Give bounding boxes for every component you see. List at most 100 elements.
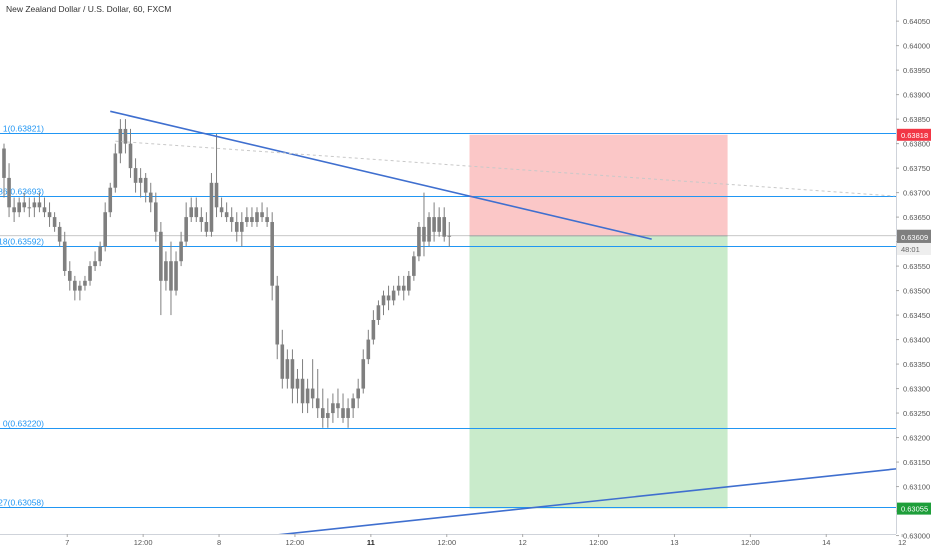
- candle-body: [290, 359, 295, 389]
- candle: [224, 202, 229, 223]
- candle: [2, 143, 6, 198]
- candle-body: [295, 378, 300, 389]
- candle: [88, 261, 92, 286]
- candle-body: [98, 246, 102, 262]
- chart-title: New Zealand Dollar / U.S. Dollar, 60, FX…: [6, 4, 172, 14]
- candle-body: [366, 339, 371, 360]
- candle: [57, 222, 62, 247]
- candle: [154, 192, 158, 242]
- price-badge: 0.63818: [897, 128, 931, 141]
- candle: [341, 393, 345, 423]
- x-tick-label: 12:00: [134, 538, 153, 547]
- y-tick-label: 0.63900: [903, 91, 930, 100]
- candle: [148, 182, 153, 213]
- candle: [214, 133, 219, 218]
- candle-body: [47, 212, 52, 218]
- candle: [118, 119, 123, 164]
- candle-body: [199, 217, 204, 223]
- candle-body: [407, 275, 411, 291]
- candle: [83, 275, 87, 291]
- candle: [174, 251, 178, 296]
- candle: [361, 349, 366, 394]
- fib-level-label: -0.27(0.63058): [0, 498, 44, 508]
- candle: [432, 202, 436, 242]
- candle-body: [422, 226, 426, 242]
- x-tick-label: 8: [217, 538, 221, 547]
- candle-body: [447, 235, 452, 237]
- candle: [159, 222, 163, 316]
- candle: [391, 285, 396, 306]
- candle: [315, 368, 320, 418]
- candle: [366, 329, 371, 365]
- candle-body: [260, 212, 264, 218]
- candle-body: [280, 344, 285, 379]
- x-tick-label: 14: [822, 538, 830, 547]
- candle-body: [219, 207, 224, 213]
- candle: [103, 202, 107, 252]
- candle: [22, 192, 27, 213]
- candle-body: [432, 217, 436, 232]
- y-tick-label: 0.63550: [903, 262, 930, 271]
- price-badge-bg: [897, 502, 931, 515]
- candle: [407, 271, 411, 296]
- candle-body: [437, 217, 441, 232]
- candle-body: [346, 408, 350, 418]
- y-tick-label: 0.63650: [903, 213, 930, 222]
- candle-body: [336, 403, 340, 409]
- candle: [7, 163, 11, 218]
- candle: [199, 207, 204, 232]
- candle: [98, 241, 102, 267]
- candle: [356, 378, 360, 409]
- x-tick-label: 12:00: [741, 538, 760, 547]
- candle-body: [442, 217, 447, 237]
- candle-body: [224, 212, 229, 218]
- x-tick-label: 7: [65, 538, 69, 547]
- price-badge-label: 48:01: [901, 245, 920, 254]
- candle-body: [209, 182, 214, 232]
- candle: [422, 192, 426, 257]
- candle-body: [169, 261, 173, 291]
- y-tick-label: 0.63500: [903, 287, 930, 296]
- candle: [219, 197, 224, 218]
- candle-body: [240, 222, 244, 232]
- candle-body: [371, 319, 376, 340]
- candle: [73, 275, 77, 301]
- candle-body: [189, 207, 194, 218]
- candle-body: [12, 207, 16, 213]
- candle: [62, 231, 67, 276]
- candle-body: [88, 266, 92, 281]
- y-tick-label: 0.64000: [903, 42, 930, 51]
- y-tick-label: 0.63750: [903, 164, 930, 173]
- candle: [250, 207, 254, 227]
- trendline: [115, 140, 895, 197]
- candle: [371, 310, 376, 345]
- candle-body: [396, 285, 401, 291]
- candle: [326, 398, 330, 428]
- y-tick-label: 0.63250: [903, 409, 930, 418]
- candle: [290, 349, 295, 404]
- candle-body: [164, 261, 168, 281]
- candle: [194, 197, 199, 223]
- candle: [396, 275, 401, 296]
- y-tick-label: 0.63150: [903, 458, 930, 467]
- candle-body: [128, 143, 133, 169]
- candle-body: [118, 128, 123, 154]
- x-tick-label: 12: [518, 538, 526, 547]
- candle: [128, 128, 133, 178]
- candle: [108, 182, 113, 218]
- candle: [437, 207, 441, 237]
- candle-body: [7, 177, 11, 208]
- candle-body: [184, 217, 188, 242]
- y-tick-label: 0.63950: [903, 66, 930, 75]
- x-tick-label: 11: [367, 538, 375, 547]
- candle-body: [234, 222, 239, 232]
- candle: [255, 207, 259, 227]
- candle: [234, 212, 239, 242]
- candle-body: [351, 398, 355, 409]
- candle-body: [255, 212, 259, 223]
- fib-level-label: 0.786(0.63693): [0, 187, 44, 197]
- candle: [320, 388, 325, 428]
- candle-body: [285, 359, 290, 379]
- candle: [164, 251, 168, 291]
